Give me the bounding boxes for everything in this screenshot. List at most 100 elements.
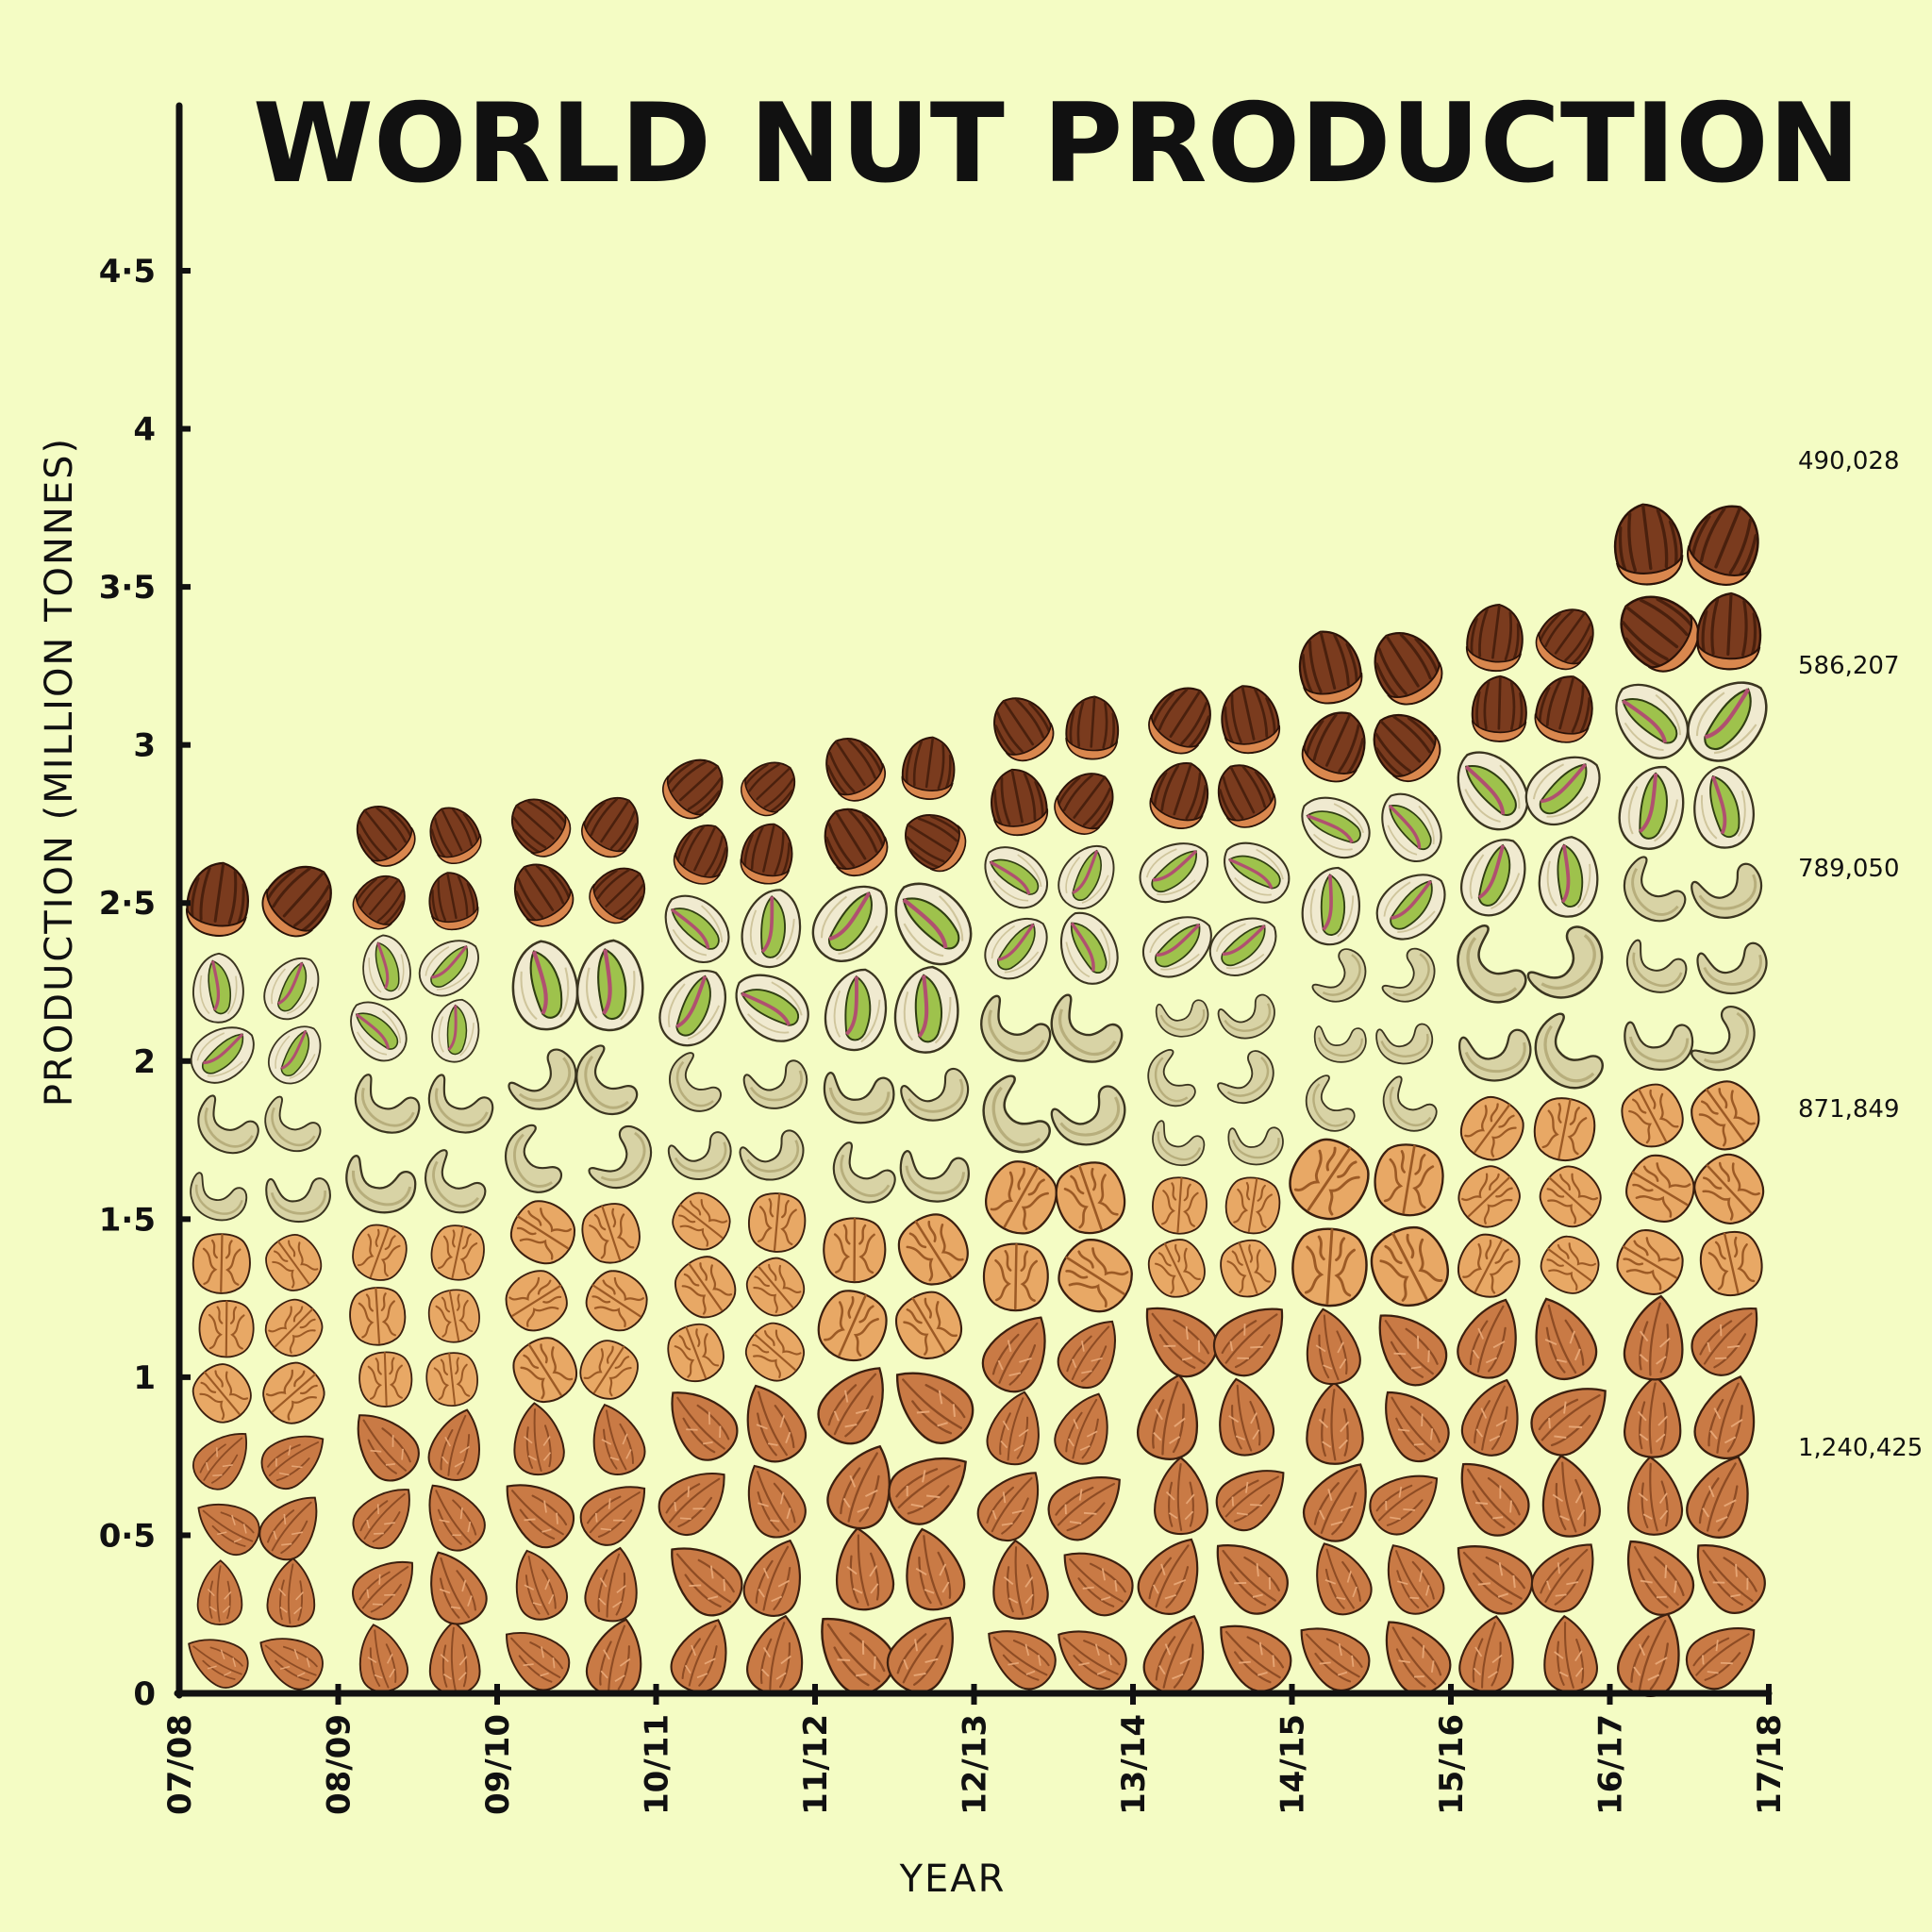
almond-icon xyxy=(836,1526,895,1611)
x-tick-label: 17/18 xyxy=(1751,1714,1789,1815)
pistachio-icon xyxy=(1375,874,1446,941)
almond-icon xyxy=(196,1559,243,1626)
hazelnut-icon xyxy=(1471,675,1527,742)
almond-icon xyxy=(1627,1456,1683,1536)
annotation-label: 871,849 xyxy=(1798,1095,1900,1124)
hazelnut-icon xyxy=(589,867,645,924)
cashew-icon xyxy=(669,1052,722,1112)
x-tick-label: 07/08 xyxy=(161,1714,199,1815)
x-tick-label: 14/15 xyxy=(1274,1714,1312,1815)
walnut-icon xyxy=(581,1203,641,1264)
cashew-icon xyxy=(1382,1075,1438,1132)
walnut-icon xyxy=(1699,1230,1763,1297)
walnut-icon xyxy=(505,1270,568,1332)
walnut-icon xyxy=(262,1361,325,1424)
pistachio-icon xyxy=(1687,681,1768,762)
walnut-icon xyxy=(744,1322,805,1382)
almond-icon xyxy=(1693,1375,1756,1459)
cashew-icon xyxy=(575,1044,639,1116)
almond-icon xyxy=(1696,1544,1766,1614)
hazelnut-icon xyxy=(824,808,889,876)
almond-icon xyxy=(1457,1298,1517,1379)
walnut-icon xyxy=(745,1257,806,1317)
almond-icon xyxy=(1136,1374,1198,1460)
y-tick-label: 2·5 xyxy=(99,885,156,923)
walnut-icon xyxy=(667,1323,724,1383)
pistachio-icon xyxy=(1459,839,1526,917)
cashew-icon xyxy=(1526,925,1604,999)
nut-marks xyxy=(185,503,1768,1697)
pistachio-icon xyxy=(192,952,244,1024)
almond-icon xyxy=(1306,1381,1364,1465)
cashew-icon xyxy=(425,1149,487,1214)
annotations: 490,028 586,207 789,050 871,849 1,240,425 xyxy=(1798,447,1923,1462)
walnut-icon xyxy=(1152,1176,1208,1235)
almond-icon xyxy=(1543,1614,1598,1693)
walnut-icon xyxy=(1693,1153,1765,1224)
almond-icon xyxy=(1054,1392,1108,1465)
walnut-icon xyxy=(1291,1227,1368,1307)
cashew-icon xyxy=(1375,1023,1434,1065)
y-tick-label: 2 xyxy=(133,1043,156,1081)
almond-icon xyxy=(1216,1543,1289,1615)
almond-icon xyxy=(670,1619,727,1693)
annotation-label: 1,240,425 xyxy=(1798,1434,1923,1462)
almond-icon xyxy=(1624,1374,1682,1458)
almond-icon xyxy=(906,1527,966,1611)
almond-icon xyxy=(515,1549,568,1621)
almond-icon xyxy=(258,1496,318,1561)
cashew-icon xyxy=(1305,1074,1356,1132)
pistachio-icon xyxy=(1141,916,1212,978)
almond-icon xyxy=(1316,1542,1373,1616)
cashew-icon xyxy=(508,1048,577,1110)
almond-icon xyxy=(1220,1624,1292,1692)
y-tick-label: 4·5 xyxy=(99,253,156,291)
almond-icon xyxy=(1460,1378,1519,1457)
almond-icon xyxy=(746,1614,804,1695)
walnut-icon xyxy=(672,1191,731,1251)
cashew-icon xyxy=(265,1177,331,1224)
almond-icon xyxy=(1617,1612,1680,1697)
cashew-icon xyxy=(1690,1006,1756,1072)
almond-icon xyxy=(1300,1627,1371,1691)
hazelnut-icon xyxy=(428,872,479,931)
almond-icon xyxy=(986,1391,1040,1466)
tick-labels: 0 0·5 1 1·5 2 2·5 3 3·5 4 4·5 07/08 08/09 09/10 10/11… xyxy=(99,253,1789,1815)
walnut-icon xyxy=(1457,1165,1521,1228)
hazelnut-icon xyxy=(1613,503,1684,586)
almond-icon xyxy=(428,1484,486,1552)
walnut-icon xyxy=(897,1213,969,1286)
almond-icon xyxy=(260,1435,325,1491)
almond-icon xyxy=(671,1391,739,1461)
cashew-icon xyxy=(190,1172,248,1222)
pistachio-icon xyxy=(1524,756,1601,826)
almond-icon xyxy=(506,1484,575,1549)
pistachio-icon xyxy=(190,1026,255,1084)
walnut-icon xyxy=(425,1352,478,1407)
cashew-icon xyxy=(1313,1025,1367,1063)
hazelnut-icon xyxy=(1054,773,1114,835)
pistachio-icon xyxy=(735,974,809,1042)
hazelnut-icon xyxy=(1301,711,1366,783)
pistachio-icon xyxy=(658,970,727,1047)
almond-icon xyxy=(1457,1545,1534,1615)
almond-icon xyxy=(1541,1454,1601,1538)
y-tick-label: 4 xyxy=(133,411,156,449)
almond-icon xyxy=(592,1403,646,1475)
pistachio-icon xyxy=(1457,751,1529,831)
walnut-icon xyxy=(817,1290,888,1362)
walnut-icon xyxy=(1289,1138,1370,1221)
hazelnut-icon xyxy=(662,758,724,820)
walnut-icon xyxy=(358,1351,413,1407)
y-tick-label: 0·5 xyxy=(99,1517,156,1555)
cashew-icon xyxy=(823,1072,895,1124)
walnut-icon xyxy=(1539,1165,1602,1228)
cashew-icon xyxy=(1217,993,1275,1040)
pistachio-icon xyxy=(1058,845,1115,910)
almond-icon xyxy=(1535,1297,1598,1380)
pistachio-icon xyxy=(511,940,579,1031)
pistachio-icon xyxy=(664,894,730,964)
almond-icon xyxy=(1378,1314,1448,1387)
cashew-icon xyxy=(739,1129,805,1181)
